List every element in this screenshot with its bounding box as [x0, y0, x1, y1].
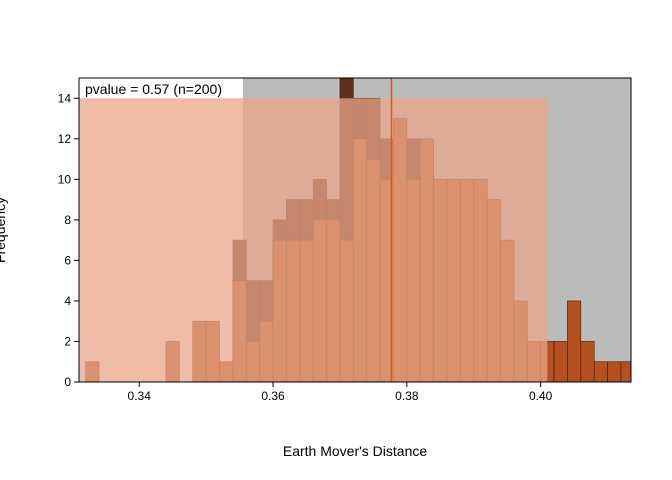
x-tick-label: 0.40 — [529, 389, 553, 403]
y-tick-label: 12 — [58, 132, 72, 146]
y-tick-label: 6 — [64, 253, 71, 267]
x-tick-label: 0.38 — [395, 389, 419, 403]
overlays — [79, 78, 547, 382]
interval-salmon — [79, 98, 547, 382]
orange-histogram-bar — [621, 362, 634, 382]
x-axis-label: Earth Mover's Distance — [283, 443, 427, 459]
y-tick-label: 14 — [58, 91, 72, 105]
orange-histogram-bar — [567, 301, 580, 382]
pvalue-annotation: pvalue = 0.57 (n=200) — [85, 81, 222, 97]
y-tick-label: 0 — [64, 375, 71, 389]
x-tick-label: 0.36 — [261, 389, 285, 403]
orange-histogram-bar — [594, 362, 607, 382]
y-tick-label: 8 — [64, 213, 71, 227]
orange-histogram-bar — [608, 362, 621, 382]
orange-histogram-bar — [581, 341, 594, 382]
orange-histogram-bar — [554, 341, 567, 382]
x-tick-label: 0.34 — [128, 389, 152, 403]
y-tick-label: 2 — [64, 334, 71, 348]
y-tick-label: 10 — [58, 172, 72, 186]
y-tick-label: 4 — [64, 294, 71, 308]
y-axis-label: Frequency — [0, 197, 8, 263]
